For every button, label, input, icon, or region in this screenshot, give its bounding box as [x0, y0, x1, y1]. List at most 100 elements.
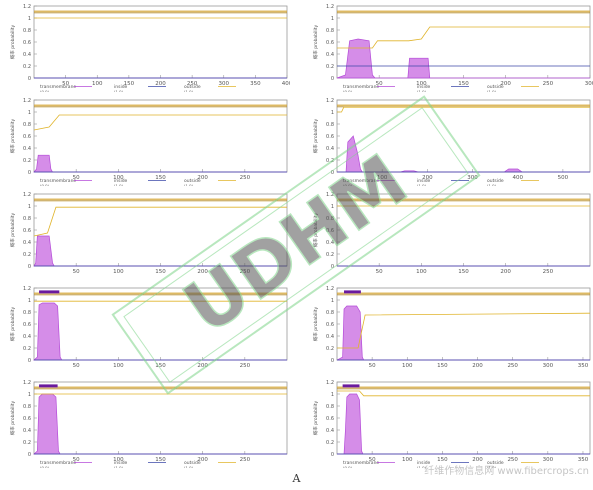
y-axis-label: 概率 probability — [9, 212, 16, 247]
legend-note: (1.0) — [184, 89, 194, 92]
x-tick-label: 100 — [402, 457, 413, 463]
x-tick-label: 250 — [507, 457, 518, 463]
legend-label: outside — [184, 84, 201, 90]
topology-chart-10: 0 0.2 0.4 0.6 0.8 1 1.2 概率 probability 50 100 150 2… — [312, 380, 591, 468]
x-tick-label: 300 — [543, 363, 554, 369]
x-tick-label: 400 — [282, 81, 290, 87]
y-axis-label: 概率 probability — [312, 400, 319, 435]
y-tick-label: 0.2 — [326, 252, 334, 258]
x-tick-label: 100 — [113, 269, 124, 275]
x-tick-label: 200 — [472, 457, 483, 463]
legend-note: (0.0) — [343, 89, 353, 92]
x-tick-label: 150 — [124, 81, 135, 87]
y-tick-label: 1 — [28, 16, 31, 22]
plot-frame — [33, 381, 288, 455]
transmembrane-segment-bar — [344, 290, 361, 294]
plot-frame — [336, 5, 591, 79]
y-tick-label: 0.6 — [23, 322, 31, 328]
plot-frame — [336, 193, 591, 267]
plot-frame — [336, 99, 591, 173]
y-tick-label: 0 — [331, 358, 334, 364]
x-tick-label: 150 — [437, 363, 448, 369]
y-tick-label: 0.8 — [326, 28, 334, 34]
y-tick-label: 0.4 — [23, 52, 31, 58]
legend-label: transmembrane — [40, 178, 76, 184]
y-tick-label: 0.2 — [23, 440, 31, 446]
y-tick-label: 0.6 — [326, 134, 334, 140]
y-tick-label: 0.6 — [326, 322, 334, 328]
y-tick-label: 1.2 — [326, 98, 334, 104]
legend-label: transmembrane — [343, 460, 379, 466]
plot-frame — [33, 5, 288, 79]
x-tick-label: 200 — [500, 81, 511, 87]
y-tick-label: 0.2 — [23, 252, 31, 258]
x-tick-label: 300 — [585, 81, 593, 87]
x-tick-label: 100 — [416, 269, 427, 275]
x-tick-label: 150 — [155, 269, 166, 275]
y-axis-label: 概率 probability — [9, 306, 16, 341]
series-transmembrane — [336, 38, 590, 79]
y-axis-label: 概率 probability — [312, 118, 319, 153]
y-tick-label: 0.6 — [326, 40, 334, 46]
x-tick-label: 150 — [155, 363, 166, 369]
x-tick-label: 250 — [187, 81, 198, 87]
y-tick-label: 0.4 — [23, 334, 31, 340]
y-tick-label: 1 — [28, 204, 31, 210]
y-tick-label: 0.8 — [326, 310, 334, 316]
topology-chart-2: 0 0.2 0.4 0.6 0.8 1 1.2 概率 probability 50 100 150 2… — [312, 4, 593, 92]
y-axis-label: 概率 probability — [312, 306, 319, 341]
x-tick-label: 100 — [113, 457, 124, 463]
x-tick-label: 150 — [437, 457, 448, 463]
x-tick-label: 250 — [507, 363, 518, 369]
x-tick-label: 50 — [369, 363, 376, 369]
x-tick-label: 50 — [376, 269, 383, 275]
legend-label: outside — [487, 178, 504, 184]
plot-frame — [336, 381, 591, 455]
y-tick-label: 0.2 — [23, 346, 31, 352]
x-tick-label: 250 — [240, 457, 251, 463]
transmembrane-segment-bar — [39, 384, 58, 388]
y-tick-label: 0 — [331, 264, 334, 270]
watermark-text: 纤维作物信息网 www.fibercrops.cn — [424, 466, 589, 477]
y-tick-label: 1.2 — [326, 4, 334, 10]
legend-note: (1.0) — [487, 183, 497, 186]
legend-note: (1.0) — [417, 89, 427, 92]
y-tick-label: 1.2 — [326, 286, 334, 292]
legend-note: (1.0) — [114, 183, 124, 186]
y-tick-label: 0.8 — [23, 28, 31, 34]
y-tick-label: 1 — [28, 110, 31, 116]
legend-note: (1.0) — [417, 465, 427, 468]
y-tick-label: 0 — [331, 452, 334, 458]
x-tick-label: 100 — [113, 363, 124, 369]
legend-label: inside — [417, 460, 431, 466]
legend-label: outside — [184, 460, 201, 466]
x-tick-label: 250 — [543, 81, 554, 87]
y-tick-label: 0 — [28, 452, 31, 458]
y-tick-label: 0.6 — [326, 228, 334, 234]
x-tick-label: 250 — [543, 269, 554, 275]
y-tick-label: 1.2 — [23, 4, 31, 10]
x-tick-label: 250 — [240, 175, 251, 181]
x-tick-label: 200 — [155, 81, 166, 87]
x-tick-label: 300 — [543, 457, 554, 463]
legend-label: transmembrane — [40, 460, 76, 466]
y-tick-label: 1 — [331, 110, 334, 116]
legend-note: (1.0) — [417, 183, 427, 186]
y-tick-label: 0.2 — [326, 64, 334, 70]
y-axis-label: 概率 probability — [9, 24, 16, 59]
y-tick-label: 1 — [331, 204, 334, 210]
legend-note: (1.0) — [184, 183, 194, 186]
y-tick-label: 0 — [28, 170, 31, 176]
x-tick-label: 100 — [416, 81, 427, 87]
transmembrane-segment-bar — [39, 290, 60, 294]
legend-label: inside — [114, 84, 128, 90]
y-tick-label: 1.2 — [326, 380, 334, 386]
legend-label: transmembrane — [343, 84, 379, 90]
legend-note: (1.0) — [114, 465, 124, 468]
y-tick-label: 0.4 — [326, 334, 334, 340]
y-tick-label: 0.6 — [23, 228, 31, 234]
transmembrane-segment-bar — [342, 384, 360, 388]
x-tick-label: 350 — [578, 457, 589, 463]
y-tick-label: 0.6 — [23, 134, 31, 140]
